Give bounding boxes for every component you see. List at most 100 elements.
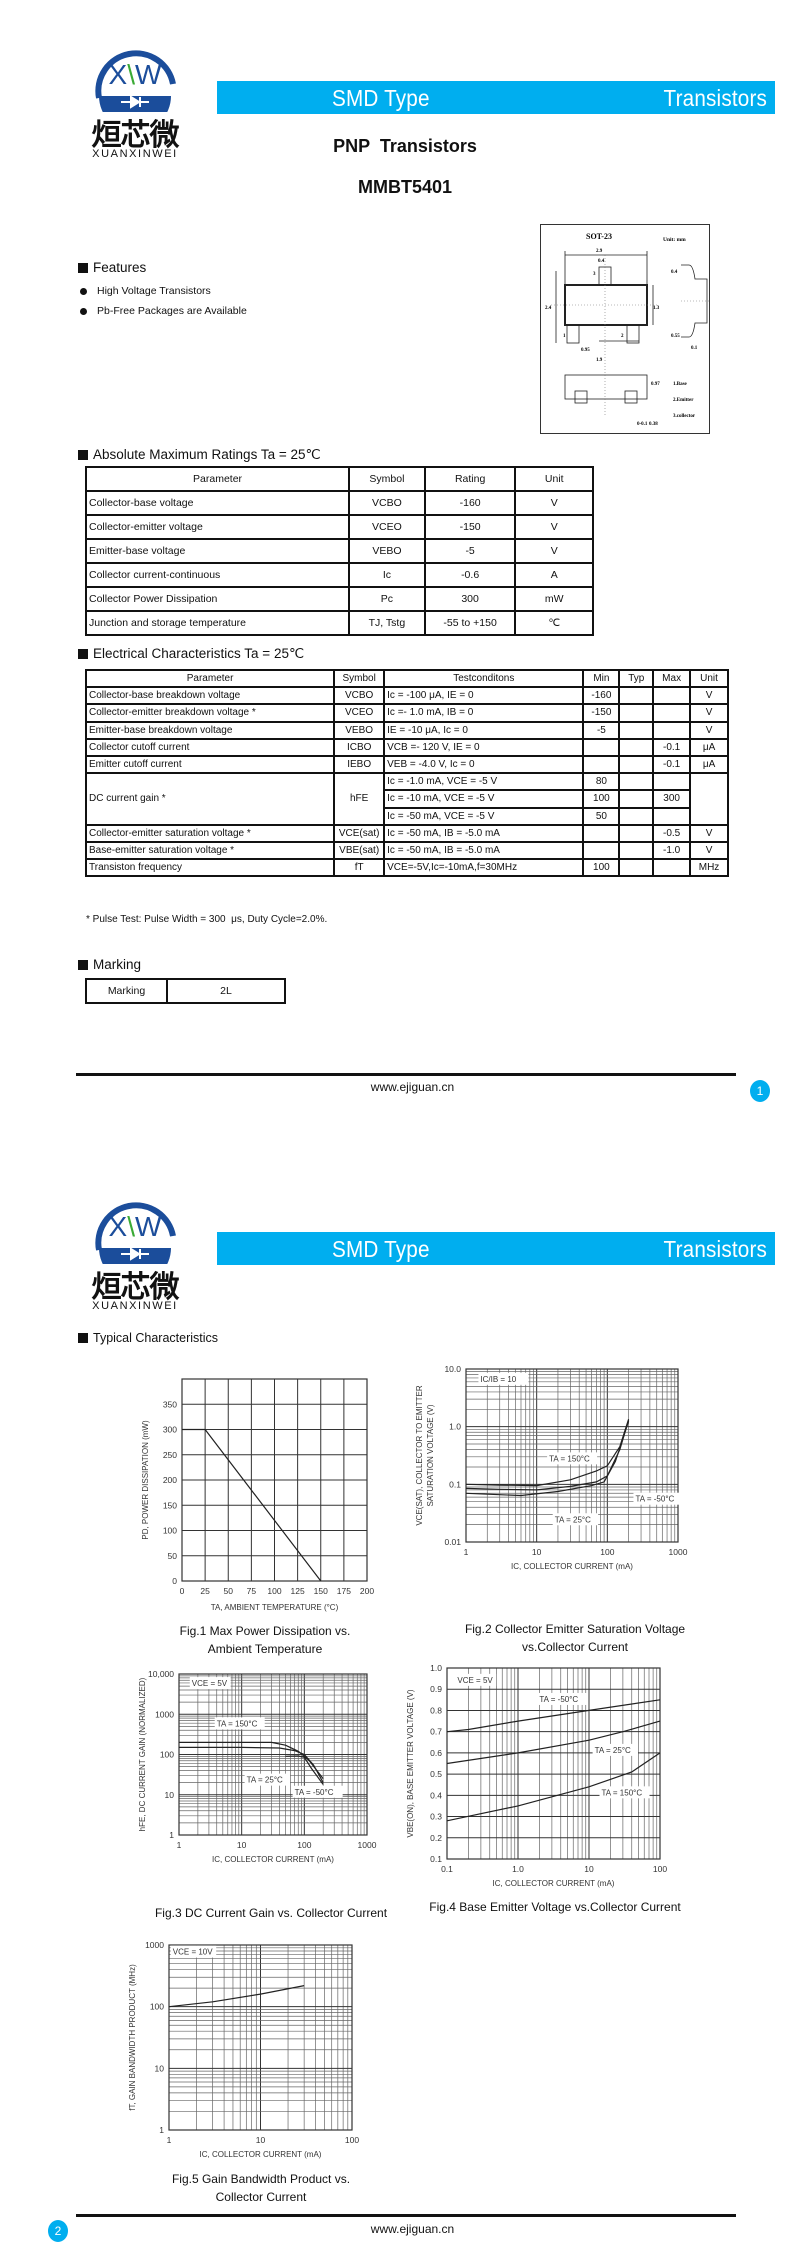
unit-cell: V (689, 686, 729, 706)
annotation-background (292, 1785, 343, 1798)
min-cell: 50 (582, 806, 621, 826)
fig5-caption: Fig.5 Gain Bandwidth Product vs. Collecto… (121, 2170, 401, 2206)
x-tick-label: 10 (237, 1840, 247, 1850)
caption-line: Ambient Temperature (207, 1642, 323, 1656)
y-tick-label: 0.5 (430, 1769, 442, 1779)
column-header: Unit (514, 466, 594, 492)
table-row: Ic = -10 mA, VCE = -5 V 100 300 (86, 789, 728, 809)
min-cell: -160 (582, 686, 621, 706)
parameter-cell: DC current gain * (84, 772, 336, 826)
y-tick-label: 100 (163, 1526, 177, 1536)
condition-cell: Ic = -10 mA, VCE = -5 V (383, 789, 585, 809)
pin-2-label: 2 (621, 334, 624, 339)
electrical-characteristics-table: Parameter Symbol Testconditons Min Typ Max Uni… (84, 668, 729, 878)
series-line (285, 1755, 324, 1785)
column-header: Max (652, 668, 692, 689)
plot-frame (446, 1667, 661, 1860)
abs-max-heading: Absolute Maximum Ratings Ta = 25℃ (78, 447, 321, 463)
x-tick-label: 1.0 (512, 1864, 524, 1874)
unit-cell: MHz (689, 858, 729, 878)
y-axis-label: VBE(ON), BASE EMITTER VOLTAGE (V) (406, 1689, 415, 1838)
typ-cell (618, 703, 655, 723)
chart-fig5: 1 10 100 1 10 100 1000 IC, COLLECTOR CURRENT (m… (128, 1940, 359, 2159)
symbol-cell: VCEO (333, 703, 386, 723)
footer-website: www.ejiguan.cn (370, 2222, 455, 2236)
typ-cell (618, 806, 655, 826)
annotation-label: TA = 150°C (602, 1788, 643, 1797)
rating-cell: -150 (423, 514, 517, 540)
bullet-square-icon (78, 1333, 88, 1343)
max-cell (652, 720, 692, 740)
condition-cell: Ic = -50 mA, IB = -5.0 mA (383, 823, 585, 843)
symbol-cell: VCBO (333, 686, 386, 706)
annotation-background (633, 1492, 684, 1505)
annotation-label: VCE = 10V (173, 1948, 213, 1957)
pin-1-label: 1 (563, 334, 566, 339)
unit-cell: V (689, 823, 729, 843)
unit-cell: μA (689, 754, 729, 775)
x-tick-label: 100 (653, 1864, 667, 1874)
condition-cell: Ic = -50 mA, IB = -5.0 mA (383, 840, 585, 861)
table-row: Junction and storage temperature TJ, Tstg… (84, 610, 594, 636)
dim-body: 1.3 (653, 306, 660, 311)
feature-item: High Voltage Transistors (80, 285, 211, 297)
y-tick-label: 1.0 (430, 1663, 442, 1673)
max-cell: 300 (652, 789, 692, 809)
table-row: Collector-emitter voltage VCEO -150 V (84, 514, 594, 540)
max-cell (652, 686, 692, 706)
bullet-square-icon (78, 450, 88, 460)
x-tick-label: 100 (267, 1586, 281, 1596)
condition-cell: IE = -10 μA, Ic = 0 (383, 720, 585, 740)
symbol-cell: Pc (348, 586, 426, 612)
plot-frame (181, 1378, 368, 1582)
rating-cell: 300 (423, 586, 517, 612)
min-cell: 80 (582, 772, 621, 792)
features-heading: Features (78, 260, 146, 275)
unit-cell: ℃ (514, 610, 594, 636)
y-tick-label: 250 (163, 1450, 177, 1460)
fig3-caption: Fig.3 DC Current Gain vs. Collector Curr… (131, 1904, 411, 1922)
abs-max-heading-text: Absolute Maximum Ratings Ta = 25℃ (93, 447, 321, 462)
series-line (465, 1420, 630, 1497)
table-row: Transiston frequency fT VCE=-5V,Ic=-10mA,f… (84, 858, 729, 878)
y-tick-label: 1000 (145, 1940, 164, 1950)
pulse-test-note: * Pulse Test: Pulse Width = 300 μs, Duty… (86, 914, 328, 925)
min-cell: -5 (582, 720, 621, 740)
min-cell (582, 840, 621, 861)
x-axis-label: IC, COLLECTOR CURRENT (mA) (493, 1879, 615, 1888)
chart-fig4: 0.1 1.0 10 100 0.1 0.2 0.3 0.4 0.5 0.6 0.7 0.8 0.9 1.… (406, 1663, 667, 1888)
table-row: Emitter-base breakdown voltage VEBO IE = -… (84, 720, 729, 740)
table-row: Base-emitter saturation voltage * VBE(sat… (84, 840, 729, 861)
annotation-label: TA = 25°C (247, 1776, 283, 1785)
banner-transistors: Transistors (663, 1236, 767, 1262)
condition-cell: VCB =- 120 V, IE = 0 (383, 737, 585, 757)
elec-char-heading: Electrical Characteristics Ta = 25℃ (78, 646, 304, 662)
dim-lead-bot: 0.55 (671, 334, 680, 339)
y-tick-label: 0.6 (430, 1748, 442, 1758)
parameter-cell: Junction and storage temperature (84, 610, 351, 636)
typ-cell (618, 789, 655, 809)
table-row: Emitter cutoff current IEBO VEB = -4.0 V, … (84, 754, 729, 775)
symbol-cell: fT (333, 858, 386, 878)
typ-cell (618, 754, 655, 775)
y-tick-label: 10.0 (444, 1364, 461, 1374)
unit-cell: V (514, 514, 594, 540)
y-tick-label: 0.3 (430, 1812, 442, 1822)
annotation-background (478, 1372, 529, 1385)
marking-label: Marking (85, 978, 168, 1004)
feature-item: Pb-Free Packages are Available (80, 305, 247, 317)
caption-line: Fig.5 Gain Bandwidth Product vs. (171, 2172, 351, 2186)
min-cell: 100 (582, 858, 621, 878)
x-tick-label: 10 (256, 2135, 266, 2145)
annotation-label: IC/IB = 10 (480, 1375, 516, 1384)
y-tick-label: 200 (163, 1475, 177, 1485)
dim-lead-len: 0.38 (649, 422, 658, 427)
parameter-cell: Transiston frequency (84, 858, 336, 878)
bullet-dot-icon (80, 287, 87, 295)
table-row: Collector-base voltage VCBO -160 V (84, 490, 594, 516)
parameter-cell: Emitter-base breakdown voltage (84, 720, 336, 740)
y-tick-label: 0.9 (430, 1684, 442, 1694)
parameter-cell: Emitter cutoff current (84, 754, 336, 775)
max-cell (652, 703, 692, 723)
fig1-caption: Fig.1 Max Power Dissipation vs. Ambient T… (125, 1622, 405, 1658)
